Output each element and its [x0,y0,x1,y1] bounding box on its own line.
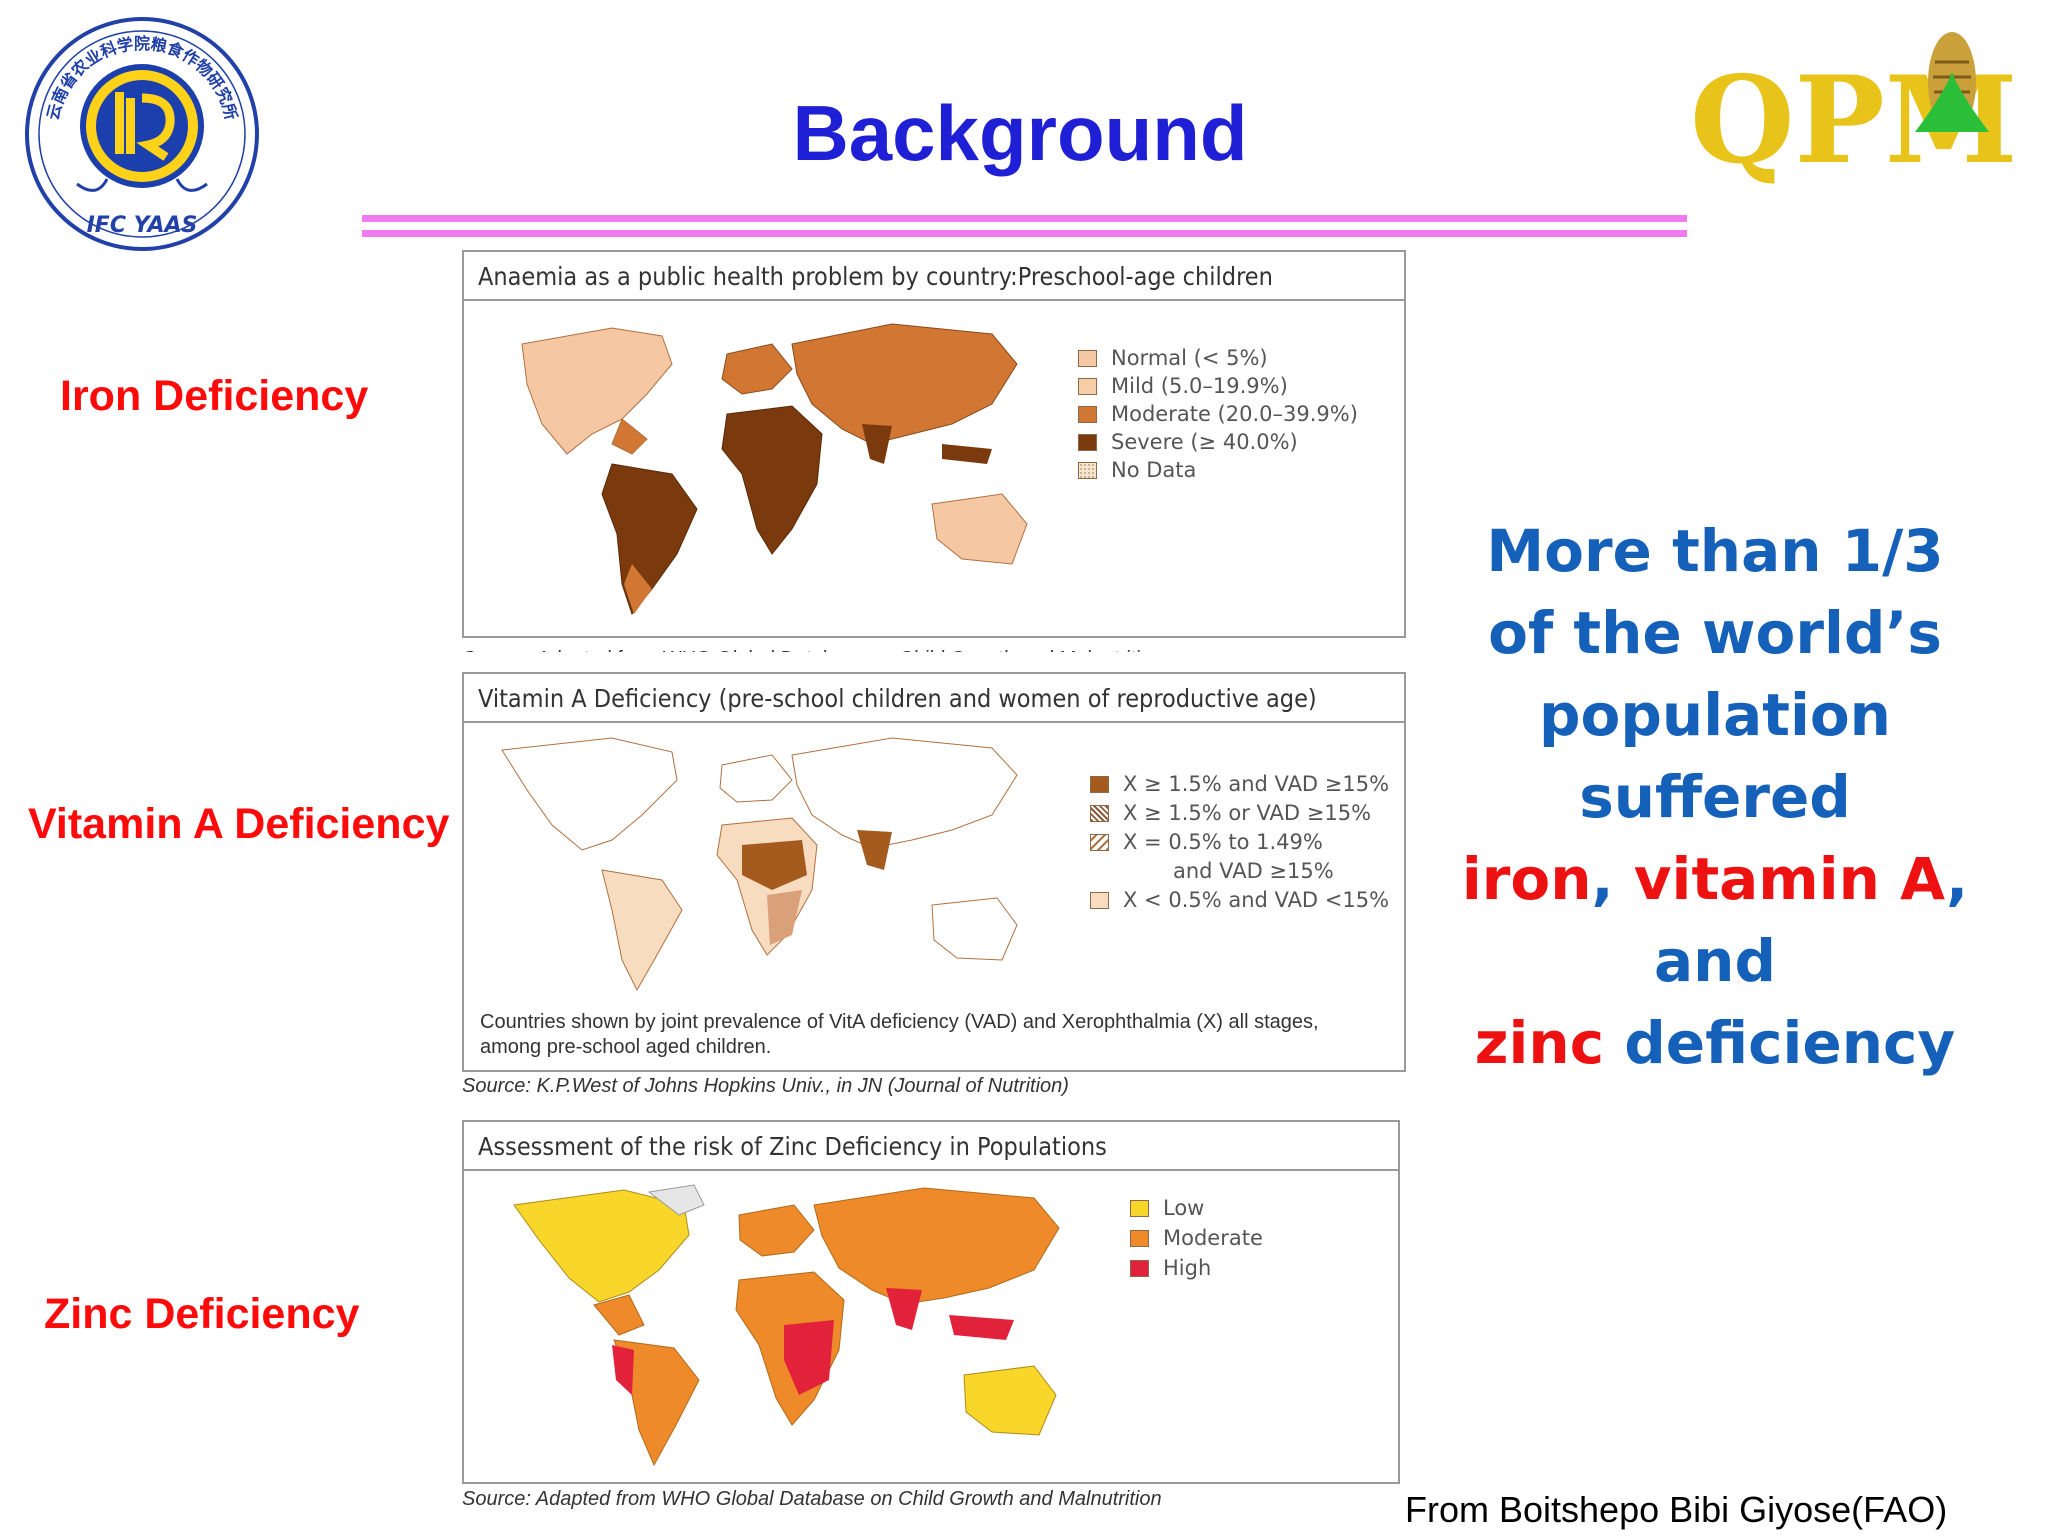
vitamin-a-legend-low: X < 0.5% and VAD <15% [1090,888,1389,912]
anaemia-world-map [521,323,1028,616]
zinc-source: Source: Adapted from WHO Global Database… [462,1488,1162,1510]
anaemia-map-title: Anaemia as a public health problem by co… [464,252,1404,301]
svg-text:IFC YAAS: IFC YAAS [87,213,198,238]
corn-icon [1915,32,1989,132]
legend-swatch [1078,377,1097,395]
legend-swatch [1078,405,1097,423]
legend-label: Severe (≥ 40.0%) [1111,430,1298,454]
title-divider-bottom [362,230,1687,237]
legend-swatch [1078,461,1097,479]
anaemia-legend-mild: Mild (5.0–19.9%) [1078,374,1288,398]
zinc-legend-low: Low [1130,1196,1204,1220]
legend-swatch [1090,833,1109,851]
institute-logo: IFC YAAS 云南省农业科学院粮食作物研究所 [25,17,259,251]
vitamin-a-legend-mild: X = 0.5% to 1.49% [1090,830,1323,854]
legend-label: No Data [1111,458,1197,482]
legend-label: Moderate [1163,1226,1263,1250]
legend-swatch [1090,891,1109,909]
legend-swatch [1130,1259,1149,1277]
message-line-5: zinc deficiency [1420,1002,2010,1084]
iron-deficiency-label: Iron Deficiency [60,372,369,420]
legend-swatch [1130,1199,1149,1217]
message-line-4: iron, vitamin A, and [1420,838,2010,1002]
anaemia-map-panel: Anaemia as a public health problem by co… [462,250,1406,638]
vitamin-a-map-panel: Vitamin A Deficiency (pre-school childre… [462,672,1406,1072]
legend-swatch [1078,349,1097,367]
zinc-deficiency-label: Zinc Deficiency [44,1290,360,1338]
message-line-1: More than 1/3 [1486,517,1944,585]
qpm-logo: QPM [1690,32,2018,191]
message-deficiency: deficiency [1624,1009,1956,1077]
message-zinc: zinc [1474,1009,1605,1077]
vitamin-a-map-title: Vitamin A Deficiency (pre-school childre… [464,674,1404,723]
message-line-3: population suffered [1539,681,1891,831]
legend-label: Mild (5.0–19.9%) [1111,374,1288,398]
legend-swatch [1090,775,1109,793]
legend-label: Moderate (20.0–39.9%) [1111,402,1358,426]
anaemia-legend-normal: Normal (< 5%) [1078,346,1268,370]
anaemia-legend-moderate: Moderate (20.0–39.9%) [1078,402,1358,426]
message-comma-2: , [1946,845,1969,913]
legend-label: High [1163,1256,1212,1280]
zinc-map-title: Assessment of the risk of Zinc Deficienc… [464,1122,1398,1171]
legend-swatch [1078,433,1097,451]
legend-label: X ≥ 1.5% or VAD ≥15% [1123,801,1372,825]
legend-label: X = 0.5% to 1.49% [1123,830,1323,854]
slide-title: Background [792,89,1248,177]
anaemia-legend-no-data: No Data [1078,458,1196,482]
zinc-legend-moderate: Moderate [1130,1226,1263,1250]
vitamin-a-legend-moderate: X ≥ 1.5% or VAD ≥15% [1090,801,1371,825]
legend-label: X ≥ 1.5% and VAD ≥15% [1123,772,1390,796]
vitamin-a-map-note: Countries shown by joint prevalence of V… [480,1011,1319,1058]
vitamin-a-legend-severe: X ≥ 1.5% and VAD ≥15% [1090,772,1389,796]
vitamin-a-legend-mild-cont: and VAD ≥15% [1173,859,1334,883]
title-divider-top [362,215,1687,222]
vitamin-a-world-map [501,737,1018,992]
message-comma-1: , [1591,845,1614,913]
source-credit: From Boitshepo Bibi Giyose(FAO) [1405,1489,1948,1530]
legend-swatch [1090,804,1109,822]
zinc-legend-high: High [1130,1256,1211,1280]
legend-label: Normal (< 5%) [1111,346,1268,370]
zinc-map-panel: Assessment of the risk of Zinc Deficienc… [462,1120,1400,1484]
key-message: More than 1/3 of the world’s population … [1420,510,2010,1084]
message-line-2: of the world’s [1488,599,1942,667]
anaemia-legend-severe: Severe (≥ 40.0%) [1078,430,1298,454]
message-and: and [1654,927,1776,995]
anaemia-source: Source: Adapted from WHO Global Database… [462,642,1222,652]
zinc-world-map [513,1184,1060,1467]
vitamin-a-deficiency-label: Vitamin A Deficiency [28,800,450,848]
message-vitamin-a: vitamin A [1633,845,1947,913]
legend-label: Low [1163,1196,1205,1220]
vitamin-a-source: Source: K.P.West of Johns Hopkins Univ.,… [462,1075,1069,1097]
legend-label: and VAD ≥15% [1173,859,1334,883]
message-iron: iron [1461,845,1592,913]
legend-swatch [1130,1229,1149,1247]
legend-label: X < 0.5% and VAD <15% [1123,888,1390,912]
